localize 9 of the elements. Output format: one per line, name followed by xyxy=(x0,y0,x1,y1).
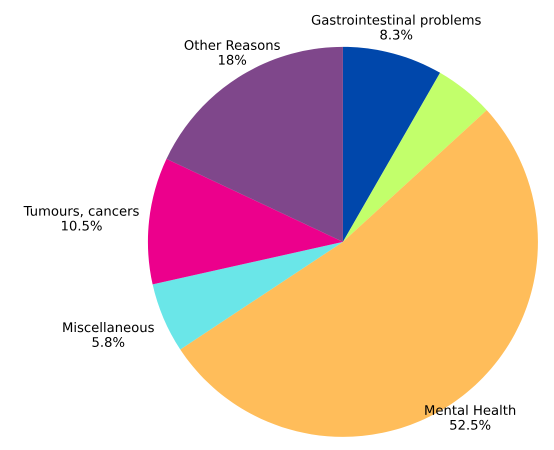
data-label: 10.5% xyxy=(62,220,102,231)
data-label: 5.8% xyxy=(92,337,124,347)
slice-label: Gastrointestinal problems xyxy=(312,14,481,28)
slice-label: Miscellaneous xyxy=(63,322,154,332)
data-label: 18% xyxy=(218,54,246,65)
data-label: 8.3% xyxy=(380,30,412,40)
slice-label: Tumours, cancers xyxy=(24,206,139,218)
data-label: 52.5% xyxy=(450,420,490,430)
slice-label: Other Reasons xyxy=(184,40,280,50)
